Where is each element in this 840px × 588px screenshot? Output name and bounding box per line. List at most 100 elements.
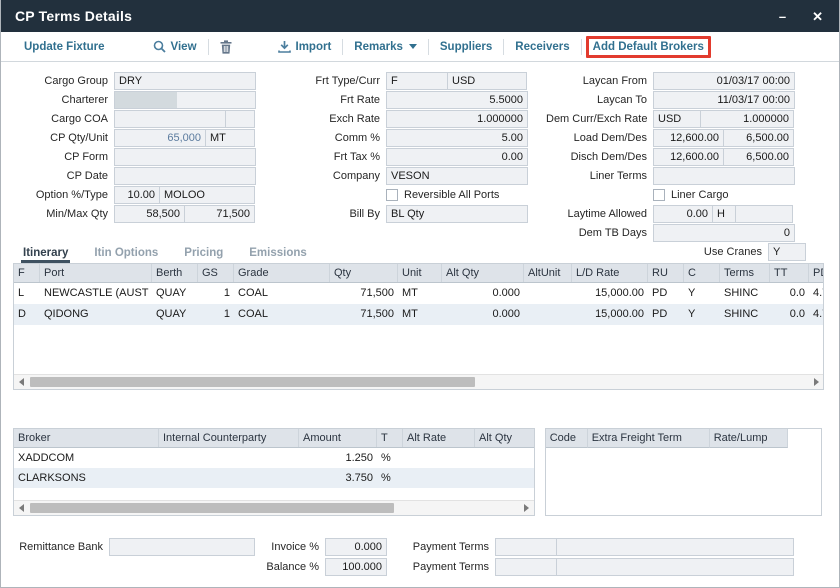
dem-exch-rate-field[interactable]: 1.000000 (700, 109, 794, 128)
minimize-button[interactable]: – (778, 8, 787, 24)
payment-terms-code-field[interactable] (495, 538, 557, 556)
cp-form-field[interactable] (114, 147, 256, 166)
liner-cargo-checkbox[interactable] (653, 188, 665, 201)
reversible-all-ports-checkbox[interactable] (386, 188, 398, 201)
column-header[interactable]: Internal Counterparty (159, 429, 299, 447)
column-header[interactable]: F (14, 264, 40, 282)
scroll-left-arrow[interactable] (14, 375, 28, 389)
column-header[interactable]: Amount (299, 429, 377, 447)
invoice-pct-field[interactable]: 0.000 (325, 538, 387, 556)
column-header[interactable]: Grade (234, 264, 330, 282)
frt-tax-pct-field[interactable]: 0.00 (386, 147, 528, 166)
bill-by-field[interactable]: BL Qty (386, 204, 528, 223)
itinerary-row-load[interactable]: L NEWCASTLE (AUST QUAY 1 COAL 71,500 MT 0.000 15… (14, 283, 823, 304)
payment-terms-field[interactable] (556, 538, 794, 556)
column-header[interactable]: Terms (720, 264, 770, 282)
update-fixture-button[interactable]: Update Fixture (24, 40, 105, 53)
column-header[interactable]: Port (40, 264, 152, 282)
receivers-button[interactable]: Receivers (515, 40, 570, 53)
disch-dem-field[interactable]: 12,600.00 (653, 147, 724, 166)
scroll-right-arrow[interactable] (809, 375, 823, 389)
scroll-left-arrow[interactable] (14, 501, 28, 515)
company-field[interactable]: VESON (386, 166, 528, 185)
laycan-to-field[interactable]: 11/03/17 00:00 (653, 90, 795, 109)
column-header[interactable]: Broker (14, 429, 159, 447)
invoice-pct-label: Invoice % (271, 541, 319, 553)
column-header[interactable]: Qty (330, 264, 398, 282)
title-bar: CP Terms Details – ✕ (1, 0, 839, 32)
broker-row[interactable]: XADDCOM 1.250% (14, 448, 534, 468)
suppliers-button[interactable]: Suppliers (439, 40, 493, 53)
view-button[interactable]: View (144, 37, 206, 56)
scrollbar-thumb[interactable] (30, 503, 394, 513)
tab-pricing[interactable]: Pricing (184, 247, 224, 259)
column-header[interactable]: RU (648, 264, 684, 282)
cp-qty-field[interactable]: 65,000 (114, 128, 206, 147)
column-header[interactable]: Alt Qty (475, 429, 534, 447)
tab-itinerary[interactable]: Itinerary (21, 245, 71, 263)
comm-pct-field[interactable]: 5.00 (386, 128, 528, 147)
close-button[interactable]: ✕ (812, 8, 823, 24)
import-button[interactable]: Import (269, 37, 341, 56)
broker-row[interactable]: CLARKSONS 3.750% (14, 468, 534, 488)
remittance-bank-field[interactable] (109, 538, 255, 556)
disch-des-field[interactable]: 6,500.00 (723, 147, 794, 166)
add-default-brokers-button[interactable]: Add Default Brokers (585, 35, 711, 58)
itinerary-horizontal-scrollbar[interactable] (14, 374, 823, 389)
column-header[interactable]: GS (198, 264, 234, 282)
column-header[interactable]: T (377, 429, 403, 447)
cargo-coa-field[interactable] (114, 109, 226, 128)
broker-empty-area (14, 488, 534, 500)
payment-terms-field[interactable] (556, 558, 794, 576)
load-dem-field[interactable]: 12,600.00 (653, 128, 724, 147)
frt-type-field[interactable]: F (386, 71, 448, 90)
column-header[interactable]: L/D Rate (572, 264, 648, 282)
column-header[interactable]: Alt Rate (403, 429, 475, 447)
exch-rate-field[interactable]: 1.000000 (386, 109, 528, 128)
dem-tb-days-field[interactable]: 0 (653, 223, 795, 242)
column-header[interactable]: Extra Freight Term (587, 429, 710, 448)
use-cranes-field[interactable]: Y (768, 243, 806, 261)
laytime-extra-field[interactable] (735, 204, 793, 223)
tab-itin-options[interactable]: Itin Options (94, 247, 159, 259)
cargo-group-field[interactable]: DRY (114, 71, 256, 90)
liner-terms-field[interactable] (653, 166, 795, 185)
column-header[interactable]: Code (545, 429, 588, 448)
option-type-field[interactable]: MOLOO (159, 185, 255, 204)
option-pct-field[interactable]: 10.00 (114, 185, 160, 204)
min-qty-field[interactable]: 58,500 (114, 204, 185, 223)
payment-terms-code-field[interactable] (495, 558, 557, 576)
itinerary-empty-area (14, 325, 823, 374)
scroll-right-arrow[interactable] (520, 501, 534, 515)
laycan-from-field[interactable]: 01/03/17 00:00 (653, 71, 795, 90)
charterer-field[interactable] (114, 90, 256, 109)
column-header[interactable]: PD (809, 264, 823, 282)
frt-curr-field[interactable]: USD (447, 71, 527, 90)
load-des-field[interactable]: 6,500.00 (723, 128, 794, 147)
laytime-allowed-field[interactable]: 0.00 (653, 204, 713, 223)
disch-dem-des-label: Disch Dem/Des (570, 150, 647, 163)
cargo-coa-field-2[interactable] (225, 109, 255, 128)
broker-horizontal-scrollbar[interactable] (14, 500, 534, 515)
dem-curr-field[interactable]: USD (653, 109, 701, 128)
column-header[interactable]: Berth (152, 264, 198, 282)
cp-date-field[interactable] (114, 166, 256, 185)
column-header[interactable]: Unit (398, 264, 442, 282)
column-header[interactable]: TT (770, 264, 809, 282)
max-qty-field[interactable]: 71,500 (184, 204, 255, 223)
laytime-unit-field[interactable]: H (712, 204, 736, 223)
column-header[interactable]: AltUnit (524, 264, 572, 282)
balance-pct-field[interactable]: 100.000 (325, 558, 387, 576)
scrollbar-thumb[interactable] (30, 377, 475, 387)
itinerary-row-discharge[interactable]: D QIDONG QUAY 1 COAL 71,500 MT 0.000 15,000.00 PD… (14, 304, 823, 325)
broker-table-header: Broker Internal Counterparty Amount T Al… (14, 429, 534, 448)
dem-curr-exch-label: Dem Curr/Exch Rate (546, 112, 648, 125)
frt-rate-field[interactable]: 5.5000 (386, 90, 528, 109)
delete-button[interactable] (211, 37, 241, 57)
column-header[interactable]: Alt Qty (442, 264, 524, 282)
column-header[interactable]: C (684, 264, 720, 282)
tab-emissions[interactable]: Emissions (249, 247, 307, 259)
column-header[interactable]: Rate/Lump (709, 429, 788, 448)
remarks-menu-button[interactable]: Remarks (345, 38, 426, 56)
cp-unit-field[interactable]: MT (205, 128, 255, 147)
